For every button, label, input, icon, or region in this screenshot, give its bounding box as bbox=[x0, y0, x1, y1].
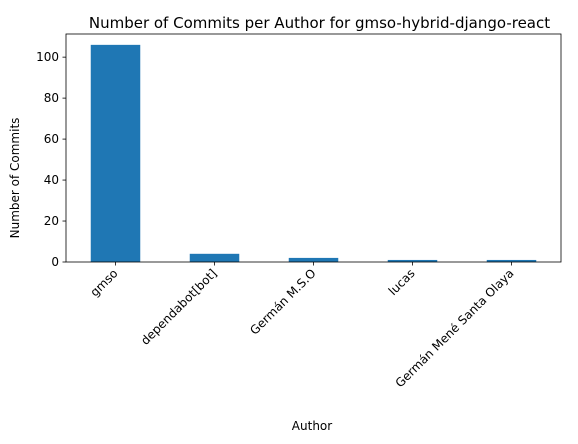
y-tick-label: 40 bbox=[44, 173, 59, 187]
y-axis-label: Number of Commits bbox=[8, 118, 22, 239]
bar bbox=[91, 45, 141, 262]
x-axis-label: Author bbox=[292, 419, 332, 433]
x-tick-label: Germán Mené Santa Olaya bbox=[393, 266, 517, 390]
y-tick-label: 0 bbox=[51, 255, 59, 269]
x-tick-label: dependabot[bot] bbox=[138, 266, 220, 348]
y-tick-label: 100 bbox=[36, 50, 59, 64]
x-tick-label: Germán M.S.O bbox=[247, 266, 318, 337]
plot-area: 0 20 40 60 80 100 gmso dependabot[bot] Germán M.… bbox=[36, 34, 561, 390]
chart-title: Number of Commits per Author for gmso-hy… bbox=[89, 14, 550, 32]
x-tick-label: lucas bbox=[386, 266, 418, 298]
bar bbox=[190, 254, 240, 262]
y-tick-label: 80 bbox=[44, 91, 59, 105]
y-tick-label: 60 bbox=[44, 132, 59, 146]
bar bbox=[289, 258, 339, 262]
x-tick-label: gmso bbox=[87, 266, 120, 299]
y-tick-label: 20 bbox=[44, 214, 59, 228]
